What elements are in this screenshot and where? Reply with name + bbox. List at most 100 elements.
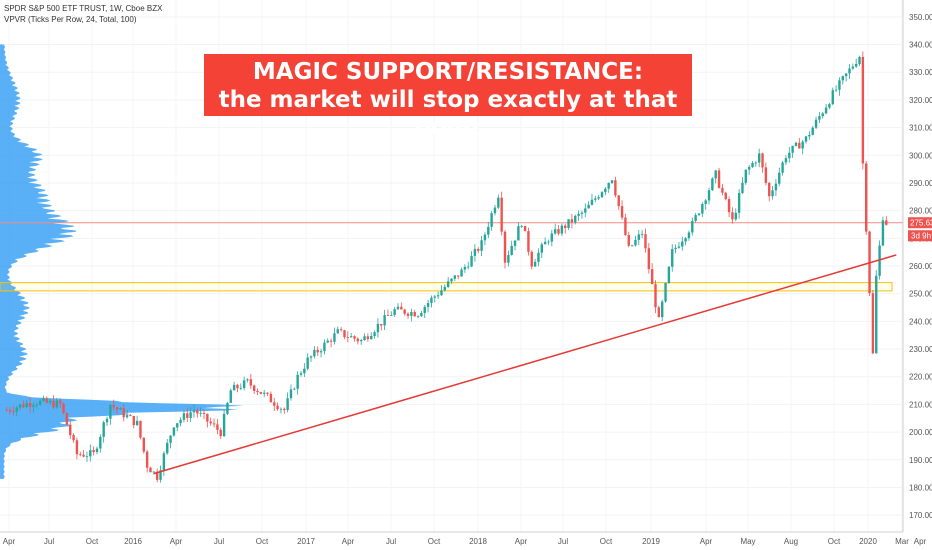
candle — [226, 401, 229, 416]
candle — [179, 417, 182, 427]
x-tick-label: Jul — [558, 537, 568, 546]
candle — [376, 318, 380, 338]
candle — [804, 135, 808, 144]
candle — [443, 284, 447, 292]
candle — [530, 250, 533, 270]
y-tick-label: 220.00 — [909, 373, 932, 382]
candle — [400, 302, 403, 310]
candle — [370, 332, 373, 340]
y-tick-label: 280.00 — [909, 207, 932, 216]
candle — [667, 265, 671, 284]
candle — [664, 282, 667, 303]
candle — [380, 323, 383, 331]
candle — [92, 446, 95, 456]
candle — [560, 223, 564, 237]
candle — [550, 229, 554, 247]
x-tick-label: Aug — [784, 537, 798, 546]
candle — [781, 160, 784, 176]
volume-profile-bars — [0, 44, 244, 479]
candle — [687, 230, 691, 241]
annotation-banner: MAGIC SUPPORT/RESISTANCE: the market wil… — [204, 54, 692, 141]
candle — [403, 308, 406, 316]
candle — [657, 305, 661, 318]
candle — [296, 371, 299, 395]
candle — [650, 263, 654, 285]
x-tick-label: 2018 — [469, 537, 487, 546]
trendline[interactable] — [153, 254, 897, 475]
candle — [470, 251, 473, 268]
candle — [309, 355, 313, 362]
time-axis[interactable]: Apr Jul Oct 2016 Apr Jul Oct 2017 Apr Jul Oct 2018 A… — [0, 531, 932, 550]
candle — [620, 200, 624, 221]
candle — [169, 435, 172, 449]
candle — [105, 416, 109, 426]
candle — [647, 242, 651, 274]
candle — [811, 125, 814, 136]
candle — [640, 230, 644, 238]
candle — [276, 402, 279, 411]
indicator-title[interactable]: VPVR (Ticks Per Row, 24, Total, 100) — [4, 15, 137, 24]
candle — [366, 333, 370, 342]
candle — [547, 239, 550, 245]
y-tick-label: 350.00 — [909, 13, 932, 22]
x-tick-label: Jul — [214, 537, 224, 546]
candle — [339, 327, 343, 332]
candle — [413, 309, 416, 317]
candle — [587, 201, 590, 209]
candle — [252, 384, 256, 394]
candle — [634, 235, 637, 247]
candle — [346, 331, 350, 343]
candle — [798, 137, 801, 149]
candle — [329, 338, 333, 348]
candle — [771, 186, 774, 200]
volume-profile — [0, 44, 244, 479]
price-axis[interactable]: 170.00 180.00 190.00 200.00 210.00 220.00 230.… — [902, 0, 932, 550]
candle — [176, 423, 179, 432]
candle — [349, 332, 353, 338]
candle — [99, 434, 102, 453]
candle — [59, 398, 62, 409]
candle — [5, 406, 8, 411]
candle — [885, 216, 888, 226]
candle — [75, 437, 79, 460]
x-tick-label: May — [740, 537, 755, 546]
candle — [433, 294, 436, 303]
candle — [386, 309, 390, 316]
candle — [25, 400, 28, 409]
candle — [199, 407, 202, 417]
candle — [206, 413, 209, 428]
candle — [8, 407, 12, 415]
candle — [574, 214, 577, 225]
candle — [363, 333, 366, 341]
candle — [229, 388, 232, 403]
candle — [814, 116, 818, 130]
banner-line-1: MAGIC SUPPORT/RESISTANCE: — [252, 59, 644, 85]
candle — [52, 395, 55, 409]
candle — [553, 223, 557, 235]
candle — [865, 160, 868, 235]
x-tick-label: Apr — [914, 537, 927, 546]
support-resistance-zone[interactable] — [0, 282, 893, 292]
candle — [122, 403, 125, 422]
candle — [543, 237, 547, 245]
candle — [580, 210, 584, 219]
y-tick-label: 330.00 — [909, 68, 932, 77]
candle — [854, 58, 858, 68]
candle — [507, 250, 510, 267]
candle — [731, 207, 734, 224]
candle — [721, 183, 724, 196]
candle — [875, 270, 878, 354]
candle — [644, 228, 647, 253]
candle — [871, 289, 875, 355]
candle — [684, 236, 687, 246]
candle — [463, 264, 467, 273]
candle — [115, 406, 119, 415]
candle — [236, 383, 239, 393]
last-price-badge — [908, 217, 932, 229]
candle — [610, 179, 614, 184]
candle — [273, 397, 276, 411]
y-tick-label: 250.00 — [909, 290, 932, 299]
candle — [828, 102, 831, 110]
candle — [774, 178, 778, 196]
